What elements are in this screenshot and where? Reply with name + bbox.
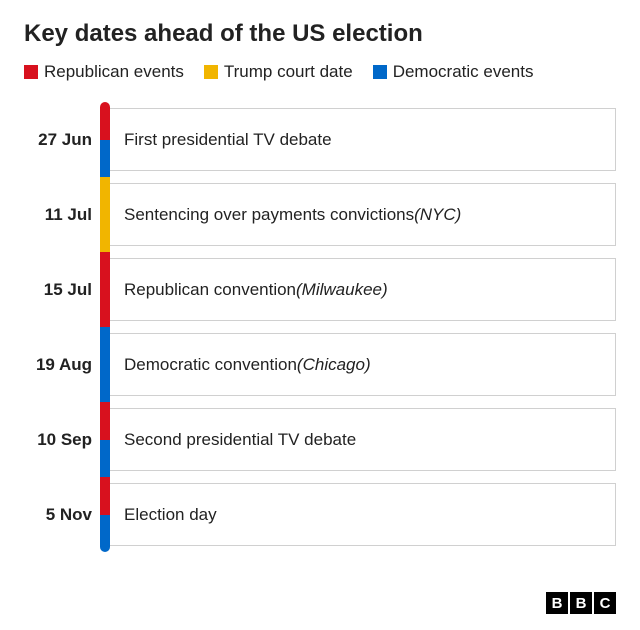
indicator-segment [100,440,110,478]
event-description-text: Democratic convention [124,355,297,375]
event-desc-wrap: Election day [110,477,616,552]
timeline-row: 5 Nov Election day [24,477,616,552]
event-description: Democratic convention (Chicago) [110,333,616,396]
event-description-text: First presidential TV debate [124,130,332,150]
event-description-text: Sentencing over payments convictions [124,205,414,225]
event-description: Second presidential TV debate [110,408,616,471]
indicator-segment [100,252,110,327]
legend-label: Republican events [44,62,184,82]
event-desc-wrap: Republican convention (Milwaukee) [110,252,616,327]
event-description: First presidential TV debate [110,108,616,171]
event-description: Sentencing over payments convictions (NY… [110,183,616,246]
event-date: 10 Sep [24,402,100,477]
event-indicator [100,327,110,402]
event-description-location: (NYC) [414,205,461,225]
legend-swatch [204,65,218,79]
timeline-row: 19 AugDemocratic convention (Chicago) [24,327,616,402]
legend-label: Trump court date [224,62,353,82]
event-date: 11 Jul [24,177,100,252]
legend: Republican events Trump court date Democra… [24,62,616,82]
timeline-row: 15 JulRepublican convention (Milwaukee) [24,252,616,327]
indicator-segment [100,102,110,140]
event-description-text: Republican convention [124,280,296,300]
indicator-segment [100,515,110,553]
indicator-segment [100,177,110,252]
indicator-segment [100,402,110,440]
event-desc-wrap: Democratic convention (Chicago) [110,327,616,402]
source-logo: BBC [546,592,616,614]
event-description-location: (Chicago) [297,355,371,375]
logo-letter: B [546,592,568,614]
legend-item: Trump court date [204,62,353,82]
event-desc-wrap: Sentencing over payments convictions (NY… [110,177,616,252]
event-date: 5 Nov [24,477,100,552]
event-indicator [100,402,110,477]
legend-item: Democratic events [373,62,534,82]
indicator-segment [100,140,110,178]
event-desc-wrap: Second presidential TV debate [110,402,616,477]
event-description-location: (Milwaukee) [296,280,388,300]
timeline-row: 11 JulSentencing over payments convictio… [24,177,616,252]
logo-letter: B [570,592,592,614]
legend-label: Democratic events [393,62,534,82]
event-description-text: Second presidential TV debate [124,430,356,450]
event-description: Republican convention (Milwaukee) [110,258,616,321]
legend-item: Republican events [24,62,184,82]
page-title: Key dates ahead of the US election [24,20,616,48]
event-date: 19 Aug [24,327,100,402]
event-indicator [100,102,110,177]
indicator-segment [100,327,110,402]
indicator-segment [100,477,110,515]
timeline-row: 10 Sep Second presidential TV debate [24,402,616,477]
event-desc-wrap: First presidential TV debate [110,102,616,177]
event-description: Election day [110,483,616,546]
logo-letter: C [594,592,616,614]
event-description-text: Election day [124,505,217,525]
legend-swatch [373,65,387,79]
event-indicator [100,477,110,552]
event-indicator [100,177,110,252]
legend-swatch [24,65,38,79]
event-date: 15 Jul [24,252,100,327]
event-date: 27 Jun [24,102,100,177]
timeline-row: 27 Jun First presidential TV debate [24,102,616,177]
timeline: 27 Jun First presidential TV debate 11 Jul… [24,102,616,552]
event-indicator [100,252,110,327]
